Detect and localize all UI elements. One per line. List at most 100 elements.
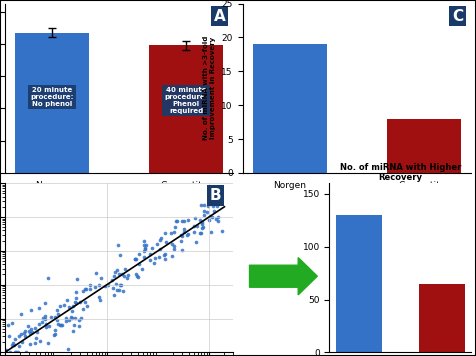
Point [95,283,102,288]
Point [132,256,140,262]
Point [22,350,30,355]
Point [135,261,143,267]
Point [79,289,87,294]
Point [20,331,28,336]
Point [31,340,39,346]
Point [113,287,121,293]
Point [67,314,75,320]
Point [113,267,121,273]
Point [41,300,49,306]
Point [218,228,225,234]
Point [17,311,25,317]
Point [65,346,72,351]
Point [41,316,49,322]
Point [151,255,159,261]
Point [74,276,81,282]
Point [53,318,61,323]
Point [44,276,51,281]
Point [82,286,89,292]
Point [161,256,169,262]
Point [65,317,72,323]
Point [81,299,89,305]
FancyArrow shape [249,258,317,295]
Point [78,315,85,321]
Point [135,251,142,257]
Point [51,327,59,333]
Point [68,315,76,321]
Point [140,238,148,244]
Point [150,261,158,266]
Point [140,255,148,260]
Point [198,219,205,225]
Point [184,232,192,237]
Point [36,338,44,344]
Point [60,302,68,308]
Point [21,328,29,334]
Point [131,256,139,262]
Point [178,218,186,224]
Point [45,340,52,345]
Y-axis label: No. of miRNA with >3-fold
Improvement in Recovery: No. of miRNA with >3-fold Improvement in… [203,36,216,140]
Text: B: B [209,188,221,203]
Point [213,203,221,209]
Point [120,273,128,279]
Point [191,216,199,221]
Point [79,306,87,312]
Point [7,350,14,355]
Point [168,253,176,259]
Point [11,350,19,355]
Point [2,347,10,353]
Point [180,226,188,231]
Point [180,218,188,224]
Point [32,335,40,341]
Point [35,305,43,310]
Point [178,238,185,244]
Point [200,209,208,214]
Point [33,329,40,334]
Point [124,272,132,278]
Point [115,271,122,276]
Point [205,217,213,223]
Point [75,318,83,323]
Point [153,242,160,247]
Point [207,229,215,235]
Point [42,324,50,330]
Point [58,322,65,328]
Point [172,219,180,224]
Point [15,333,22,339]
Point [68,308,75,314]
Point [63,318,70,324]
Point [72,300,80,306]
Point [116,282,124,288]
Point [12,350,20,355]
Point [15,343,23,349]
Point [109,292,117,298]
Point [70,322,78,328]
Point [21,333,29,339]
Point [25,328,33,334]
Bar [15,33,89,334]
Point [105,282,112,288]
Point [41,313,49,319]
Point [50,332,57,337]
Point [9,342,16,348]
Point [198,221,206,227]
Point [83,303,91,309]
Point [123,276,130,281]
Point [51,314,59,320]
Point [132,271,140,277]
Point [51,331,59,337]
Point [218,191,225,197]
Text: A: A [214,9,226,23]
Bar [336,215,382,352]
Point [45,324,52,329]
Point [113,281,120,287]
Point [28,329,35,335]
Point [194,224,201,229]
Point [31,325,39,331]
Point [65,304,73,309]
Point [170,246,178,251]
Point [143,242,150,247]
Point [196,217,203,222]
Point [72,295,79,301]
